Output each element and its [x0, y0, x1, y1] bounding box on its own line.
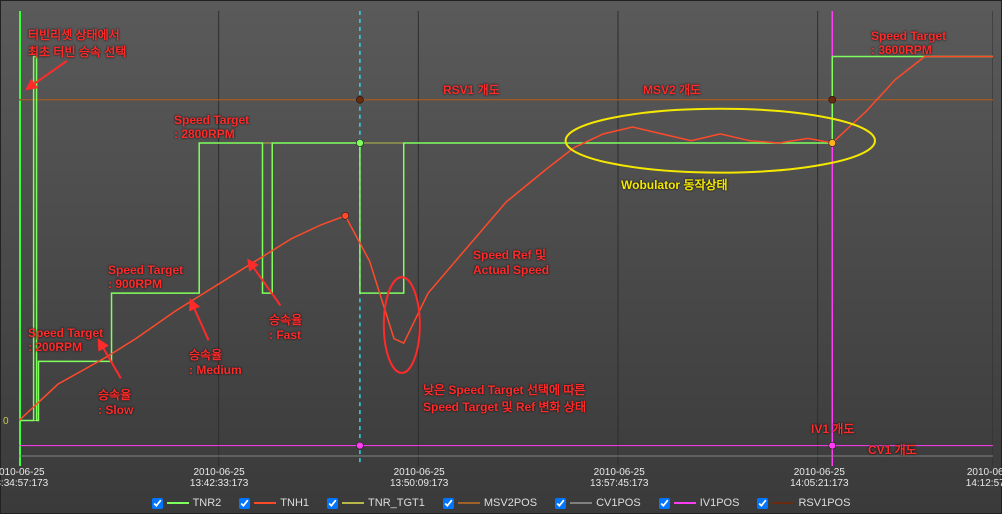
legend-label: TNR_TGT1	[368, 497, 425, 509]
x-axis: 2010-06-25 13:34:57:173 2010-06-25 13:42:…	[1, 467, 1001, 493]
target-200: Speed Target : 200RPM	[28, 326, 103, 354]
legend-swatch	[772, 502, 794, 504]
legend-label: CV1POS	[596, 497, 641, 509]
y-tick: 0	[3, 416, 9, 427]
y-axis: 0	[3, 11, 17, 465]
legend-label: MSV2POS	[484, 497, 537, 509]
target-900: Speed Target : 900RPM	[108, 263, 183, 291]
cv1-label: CV1 개도	[868, 441, 917, 458]
legend-checkbox-tnr2[interactable]	[152, 498, 163, 509]
rate-slow: 승속율 : Slow	[98, 386, 133, 417]
legend-checkbox-msv2pos[interactable]	[443, 498, 454, 509]
legend-swatch	[570, 502, 592, 504]
legend-checkbox-rsv1pos[interactable]	[757, 498, 768, 509]
target-3600: Speed Target : 3600RPM	[871, 29, 946, 57]
legend-item-msv2pos: MSV2POS	[443, 497, 537, 509]
legend-checkbox-iv1pos[interactable]	[659, 498, 670, 509]
msv2-label: MSV2 개도	[643, 81, 701, 98]
legend-swatch	[167, 502, 189, 504]
chart-panel: 0 2010-06-25 13:34:57:173 2010-06-25 13:4…	[0, 0, 1002, 514]
target-2800: Speed Target : 2800RPM	[174, 113, 249, 141]
legend-swatch	[342, 502, 364, 504]
legend-checkbox-tnr_tgt1[interactable]	[327, 498, 338, 509]
legend-item-iv1pos: IV1POS	[659, 497, 740, 509]
iv1-label: IV1 개도	[811, 420, 854, 437]
legend-item-cv1pos: CV1POS	[555, 497, 641, 509]
legend-label: TNH1	[280, 497, 309, 509]
legend-swatch	[458, 502, 480, 504]
x-tick: 2010-06-25 13:42:33:173	[190, 467, 248, 489]
legend-item-tnr_tgt1: TNR_TGT1	[327, 497, 425, 509]
legend-item-rsv1pos: RSV1POS	[757, 497, 850, 509]
legend-swatch	[674, 502, 696, 504]
legend-checkbox-cv1pos[interactable]	[555, 498, 566, 509]
legend-checkbox-tnh1[interactable]	[239, 498, 250, 509]
legend-item-tnh1: TNH1	[239, 497, 309, 509]
x-tick: 2010-06-25 13:57:45:173	[590, 467, 648, 489]
legend-label: TNR2	[193, 497, 222, 509]
reset-label: 터빈리셋 상태에서 최초 터빈 승속 선택	[28, 26, 126, 60]
lowtarget-label: 낮은 Speed Target 선택에 따른 Speed Target 및 Re…	[423, 381, 586, 415]
x-tick: 2010-06-25 13:34:57:173	[0, 467, 48, 489]
x-tick: 2010-06-25 13:50:09:173	[390, 467, 448, 489]
legend-item-tnr2: TNR2	[152, 497, 222, 509]
legend-label: IV1POS	[700, 497, 740, 509]
legend: TNR2 TNH1 TNR_TGT1 MSV2POS CV1POS IV1POS RSV1P…	[1, 495, 1001, 511]
rate-medium: 승속율 : Medium	[189, 346, 242, 377]
wobulator-label: Wobulator 동작상태	[621, 176, 728, 193]
x-tick: 2010-06 14:12:57	[966, 467, 1002, 489]
speedref-label: Speed Ref 및 Actual Speed	[473, 246, 549, 277]
x-tick: 2010-06-25 14:05:21:173	[790, 467, 848, 489]
rsv1-label: RSV1 개도	[443, 81, 500, 98]
legend-label: RSV1POS	[798, 497, 850, 509]
legend-swatch	[254, 502, 276, 504]
rate-fast: 승속율 : Fast	[269, 311, 302, 342]
